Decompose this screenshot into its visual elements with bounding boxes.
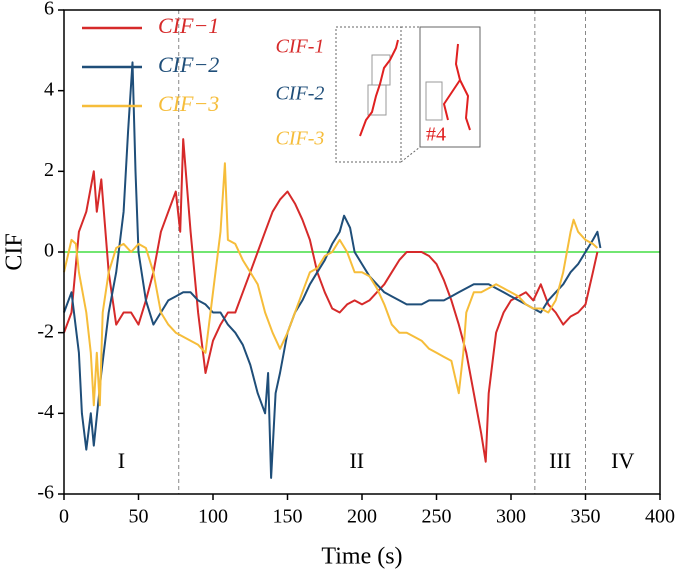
stage-label: IV	[611, 448, 634, 473]
stage-label: III	[549, 448, 571, 473]
y-tick-label: 2	[44, 159, 54, 181]
y-tick-label: -6	[37, 482, 54, 504]
x-tick-label: 250	[422, 506, 452, 528]
x-tick-label: 150	[273, 506, 303, 528]
series-line	[63, 61, 602, 479]
legend-label: CIF−3	[158, 91, 219, 116]
x-tick-label: 350	[571, 506, 601, 528]
x-tick-label: 300	[496, 506, 526, 528]
inset-label: CIF-1	[276, 36, 325, 58]
inset-box	[425, 81, 443, 121]
inset-label: CIF-2	[276, 83, 325, 105]
legend-label: CIF−2	[158, 52, 219, 77]
x-tick-label: 400	[645, 506, 675, 528]
stage-label: II	[349, 448, 364, 473]
inset-tag: #4	[426, 124, 446, 146]
y-axis-label: CIF	[2, 233, 28, 270]
inset-connector	[400, 146, 421, 163]
series-line	[63, 138, 599, 463]
series-line	[63, 162, 599, 407]
x-tick-label: 0	[59, 506, 69, 528]
inset-label: CIF-3	[276, 128, 325, 150]
x-tick-label: 100	[198, 506, 228, 528]
inset-crack	[359, 39, 399, 137]
inset: CIF-1 CIF-2 CIF-3 #4	[276, 26, 481, 163]
y-tick-label: 4	[44, 78, 54, 100]
y-tick-label: 6	[44, 0, 54, 20]
stage-label: I	[118, 448, 125, 473]
y-tick-label: -2	[37, 320, 54, 342]
x-tick-label: 200	[347, 506, 377, 528]
y-tick-label: 0	[44, 240, 54, 262]
x-axis-label: Time (s)	[321, 544, 402, 570]
inset-crack	[442, 43, 471, 131]
x-tick-label: 50	[129, 506, 149, 528]
inset-box	[367, 84, 387, 116]
y-tick-label: -4	[37, 401, 54, 423]
legend-label: CIF−1	[158, 13, 219, 38]
